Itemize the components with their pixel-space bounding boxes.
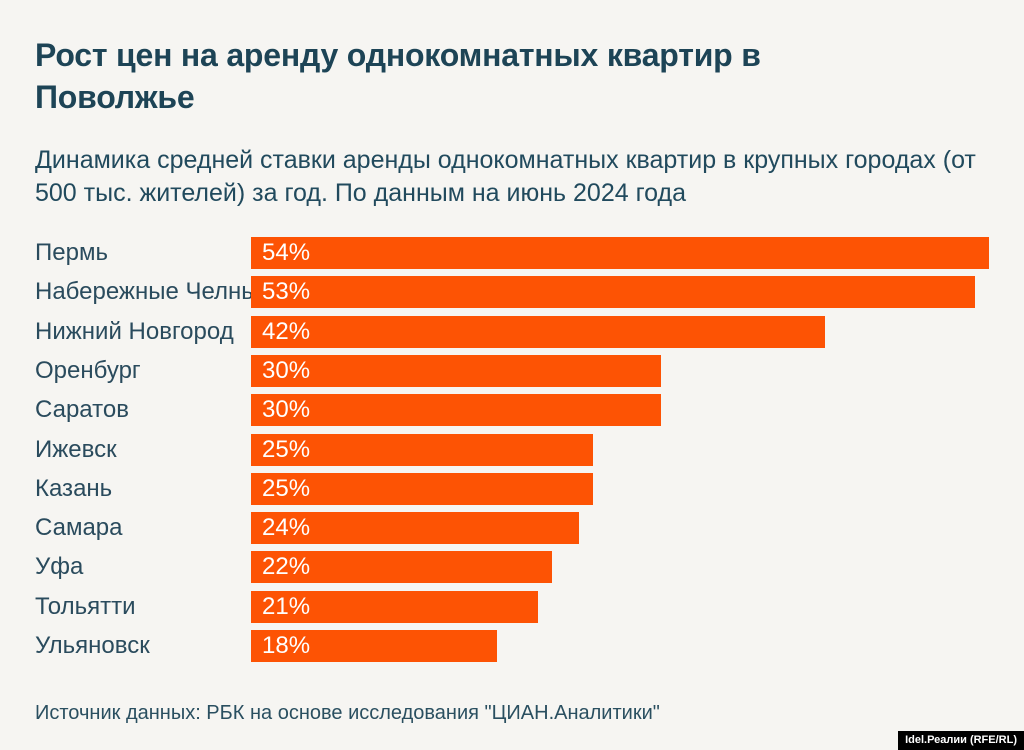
bar: 24% xyxy=(251,512,579,545)
bar: 53% xyxy=(251,276,976,309)
chart-subtitle: Динамика средней ставки аренды однокомна… xyxy=(35,146,976,207)
value-label: 24% xyxy=(262,514,311,542)
bar-track: 30% xyxy=(251,355,989,387)
bar: 25% xyxy=(251,433,593,466)
bar: 30% xyxy=(251,394,661,427)
bar-track: 22% xyxy=(251,551,989,584)
bar-track: 25% xyxy=(251,472,989,505)
category-label: Ижевск xyxy=(35,435,117,463)
value-label: 21% xyxy=(262,592,311,620)
bar-row: Пермь 54% xyxy=(35,233,989,272)
bar-row: Оренбург 30% xyxy=(35,351,989,390)
category-label: Набережные Челны xyxy=(35,278,251,306)
bar: 30% xyxy=(251,355,661,387)
category-label: Уфа xyxy=(35,553,84,581)
value-label: 42% xyxy=(262,317,311,345)
category-label: Нижний Новгород xyxy=(35,317,234,345)
bar: 25% xyxy=(251,472,593,505)
bar-row: Тольятти 21% xyxy=(35,587,989,626)
bar-track: 18% xyxy=(251,630,989,663)
category-label: Пермь xyxy=(35,239,108,267)
bar-row: Ульяновск 18% xyxy=(35,626,989,665)
value-label: 22% xyxy=(262,553,311,581)
category-label: Самара xyxy=(35,514,123,542)
chart-title: Рост цен на аренду однокомнатных квартир… xyxy=(35,37,761,116)
bar-track: 24% xyxy=(251,512,989,545)
horizontal-bar-chart: Пермь 54% Набережные Челны 53% Нижний Новгор… xyxy=(35,233,989,665)
value-label: 25% xyxy=(262,435,311,463)
bar-track: 30% xyxy=(251,394,989,427)
category-label: Оренбург xyxy=(35,357,141,384)
bar: 21% xyxy=(251,590,538,623)
value-label: 30% xyxy=(262,357,311,384)
bar-row: Набережные Челны 53% xyxy=(35,273,989,312)
bar-row: Саратов 30% xyxy=(35,391,989,430)
value-label: 53% xyxy=(262,278,311,306)
category-label: Казань xyxy=(35,474,113,502)
source-note: Источник данных: РБК на основе исследова… xyxy=(35,701,660,724)
bar: 42% xyxy=(251,315,825,348)
value-label: 25% xyxy=(262,474,311,502)
bar-track: 53% xyxy=(251,276,989,309)
bar: 54% xyxy=(251,237,989,270)
value-label: 18% xyxy=(262,632,311,660)
bar: 22% xyxy=(251,551,552,584)
bar-track: 54% xyxy=(251,237,989,270)
bar-row: Уфа 22% xyxy=(35,548,989,587)
bar-row: Самара 24% xyxy=(35,509,989,548)
category-label: Тольятти xyxy=(35,592,136,620)
category-label: Саратов xyxy=(35,396,129,424)
bar: 18% xyxy=(251,630,497,663)
bar-row: Нижний Новгород 42% xyxy=(35,312,989,351)
bar-row: Ижевск 25% xyxy=(35,430,989,469)
brand-badge: Idel.Реалии (RFE/RL) xyxy=(898,730,1024,750)
bar-row: Казань 25% xyxy=(35,469,989,508)
bar-track: 25% xyxy=(251,433,989,466)
value-label: 54% xyxy=(262,239,311,267)
value-label: 30% xyxy=(262,396,311,424)
category-label: Ульяновск xyxy=(35,632,150,660)
bar-track: 21% xyxy=(251,590,989,623)
bar-track: 42% xyxy=(251,315,989,348)
